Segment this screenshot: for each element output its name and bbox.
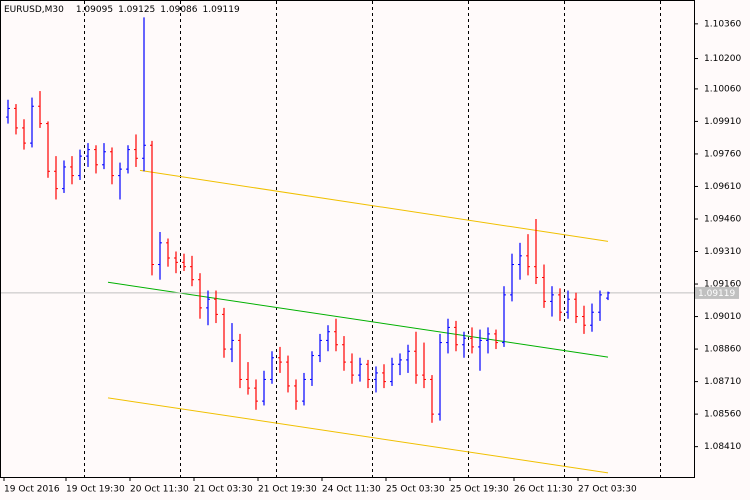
trend-line — [139, 169, 609, 242]
trend-line — [107, 397, 609, 474]
x-tick-label: 21 Oct 19:30 — [258, 485, 317, 495]
bid-label-box — [695, 286, 739, 299]
y-tick-label: 1.09610 — [704, 182, 741, 192]
x-tick-label: 21 Oct 03:30 — [194, 485, 253, 495]
ohlc-value: 1.09095 — [76, 5, 113, 15]
x-tick-label: 26 Oct 11:30 — [514, 485, 573, 495]
trend-line — [107, 281, 609, 358]
ohlc-value: 1.09086 — [160, 5, 197, 15]
x-tick-label: 25 Oct 19:30 — [450, 485, 509, 495]
symbol-title: EURUSD,M30 — [4, 5, 64, 15]
y-tick-label: 1.08710 — [704, 377, 741, 387]
y-tick-label: 1.10200 — [704, 54, 741, 64]
ohlc-value: 1.09119 — [203, 5, 240, 15]
y-tick-label: 1.09460 — [704, 214, 741, 224]
x-tick-label: 19 Oct 2016 — [4, 485, 60, 495]
x-tick-label: 24 Oct 11:30 — [322, 485, 381, 495]
x-tick-label: 27 Oct 03:30 — [578, 485, 637, 495]
y-tick-label: 1.10060 — [704, 84, 741, 94]
y-tick-label: 1.08410 — [704, 442, 741, 452]
chart-header: EURUSD,M30 1.09095 1.09125 1.09086 1.09119 — [4, 5, 240, 15]
plot-frame — [0, 0, 695, 478]
x-tick-label: 19 Oct 19:30 — [66, 485, 125, 495]
y-tick-label: 1.10360 — [704, 19, 741, 29]
bid-label: 1.09119 — [698, 289, 735, 299]
y-tick-label: 1.09760 — [704, 149, 741, 159]
y-tick-label: 1.09010 — [704, 312, 741, 322]
y-tick-label: 1.08560 — [704, 410, 741, 420]
y-tick-label: 1.09160 — [704, 280, 741, 290]
y-tick-label: 1.08860 — [704, 345, 741, 355]
y-tick-label: 1.09910 — [704, 117, 741, 127]
x-tick-label: 25 Oct 03:30 — [386, 485, 445, 495]
ohlc-value: 1.09125 — [118, 5, 155, 15]
y-tick-label: 1.09310 — [704, 247, 741, 257]
x-tick-label: 20 Oct 11:30 — [130, 485, 189, 495]
